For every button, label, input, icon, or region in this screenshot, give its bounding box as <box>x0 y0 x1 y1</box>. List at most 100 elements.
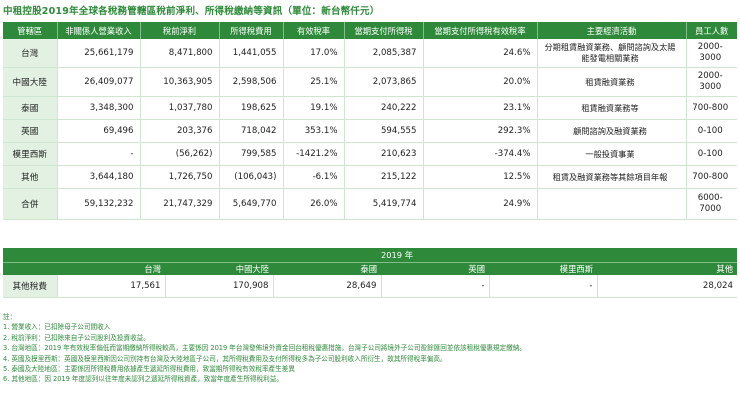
footnote-line: 6. 其他地區：因 2019 年度認列以往年度未認列之遞延所得稅資產，致當年度產… <box>3 375 283 384</box>
value-cell: 24.9% <box>423 188 538 220</box>
value-cell: 23.1% <box>423 96 538 120</box>
value-cell: 718,042 <box>219 119 284 143</box>
tax-column-header: 中國大陸 <box>165 262 273 275</box>
tax-row-label: 其他稅費 <box>3 275 58 298</box>
employee-cell: 700-800 <box>686 165 737 189</box>
column-header: 當期支付所得稅有效稅率 <box>423 22 538 39</box>
value-cell: 210,623 <box>344 142 424 166</box>
table-row: 泰國 3,348,300 1,037,780 198,625 19.1% 240,222 2… <box>3 96 737 120</box>
tax-value-cell: - <box>489 275 598 298</box>
tax-value-row: 其他稅費 17,561 170,908 28,649- -28,024 <box>3 275 737 298</box>
value-cell: 353.1% <box>283 119 345 143</box>
value-cell: 3,644,180 <box>57 165 141 189</box>
tax-column-header: 台灣 <box>57 262 165 275</box>
value-cell: 26.0% <box>283 188 345 220</box>
activity-cell <box>537 188 687 220</box>
column-header: 當期支付所得稅 <box>344 22 424 39</box>
column-header: 管轄區 <box>3 22 58 39</box>
column-header: 員工人數 <box>686 22 737 39</box>
other-tax-table: 2019 年 台灣 中國大陸 泰國 英國 模里西斯 其他 其他稅費 17,561 170,9… <box>3 248 737 298</box>
tax-value-cell: 28,024 <box>597 275 737 298</box>
tax-column-header: 模里西斯 <box>489 262 597 275</box>
value-cell: 198,625 <box>219 96 284 120</box>
value-cell: 2,598,506 <box>219 67 284 97</box>
value-cell: 12.5% <box>423 165 538 189</box>
value-cell: 20.0% <box>423 67 538 97</box>
tax-value-cell: 17,561 <box>57 275 166 298</box>
table-row: 合併 59,132,232 21,747,329 5,649,770 26.0% 5,41… <box>3 188 737 220</box>
tax-value-cell: - <box>381 275 490 298</box>
table-row: 英國 69,496 203,376 718,042 353.1% 594,555 292.3… <box>3 119 737 143</box>
value-cell: 203,376 <box>140 119 220 143</box>
footnote-line: 2. 稅前淨利：已扣除來自子公司股利及投資收益。 <box>3 333 150 342</box>
employee-cell: 0-100 <box>686 142 737 166</box>
jurisdiction-cell: 中國大陸 <box>3 67 58 97</box>
value-cell: - <box>57 142 141 166</box>
employee-cell: 6000-7000 <box>686 188 737 220</box>
value-cell: -1421.2% <box>283 142 345 166</box>
jurisdiction-cell: 其他 <box>3 165 58 189</box>
value-cell: (106,043) <box>219 165 284 189</box>
jurisdiction-cell: 合併 <box>3 188 58 220</box>
value-cell: 69,496 <box>57 119 141 143</box>
footnote-line: 3. 台灣地區：2019 年有效稅率偏低而當期繳納所得稅較高，主要係因 2019… <box>3 344 526 353</box>
value-cell: 240,222 <box>344 96 424 120</box>
value-cell: (56,262) <box>140 142 220 166</box>
value-cell: 25.1% <box>283 67 345 97</box>
value-cell: 799,585 <box>219 142 284 166</box>
employee-cell: 2000-3000 <box>686 67 737 97</box>
value-cell: 19.1% <box>283 96 345 120</box>
employee-cell: 2000-3000 <box>686 39 737 68</box>
value-cell: 17.0% <box>283 39 345 68</box>
value-cell: 25,661,179 <box>57 39 141 68</box>
tax-value-cell: 28,649 <box>273 275 382 298</box>
footnote-line: 5. 泰國及大陸地區：主要係因所得稅費用依據產生遞延所得稅費用，致當期所得稅有效… <box>3 365 295 374</box>
value-cell: 292.3% <box>423 119 538 143</box>
value-cell: 2,085,387 <box>344 39 424 68</box>
value-cell: -6.1% <box>283 165 345 189</box>
value-cell: 5,649,770 <box>219 188 284 220</box>
column-header: 主要經濟活動 <box>537 22 687 39</box>
table-row: 模里西斯 - (56,262) 799,585 -1421.2% 210,623 -374.… <box>3 142 737 166</box>
value-cell: 10,363,905 <box>140 67 220 97</box>
activity-cell: 租賃融資業務等 <box>537 96 687 120</box>
footnotes: 註： 1. 營業收入：已扣除母子公司間收入 2. 稅前淨利：已扣除來自子公司股利及投… <box>3 312 526 385</box>
tax-year-header: 2019 年 <box>57 248 737 263</box>
table-row: 其他 3,644,180 1,726,750 (106,043) -6.1% 215,12… <box>3 165 737 189</box>
table-header-row: 管轄區 非關係人營業收入 稅前淨利 所得稅費用 有效稅率 當期支付所得稅 當期支付所得稅有效… <box>3 22 737 39</box>
value-cell: 1,441,055 <box>219 39 284 68</box>
value-cell: 21,747,329 <box>140 188 220 220</box>
value-cell: 26,409,077 <box>57 67 141 97</box>
activity-cell: 分期租賃融資業務、顧問諮詢及太陽能發電相關業務 <box>537 39 687 68</box>
tax-column-header: 泰國 <box>273 262 381 275</box>
tax-header-row: 台灣 中國大陸 泰國 英國 模里西斯 其他 <box>3 262 737 275</box>
tax-jurisdiction-table: 管轄區 非關係人營業收入 稅前淨利 所得稅費用 有效稅率 當期支付所得稅 當期支付所得稅有效… <box>3 22 737 220</box>
tax-column-header: 其他 <box>597 262 737 275</box>
value-cell: -374.4% <box>423 142 538 166</box>
footnote-line: 1. 營業收入：已扣除母子公司間收入 <box>3 323 111 332</box>
activity-cell: 一般投資事業 <box>537 142 687 166</box>
tax-year-corner <box>3 248 57 263</box>
jurisdiction-cell: 台灣 <box>3 39 58 68</box>
employee-cell: 0-100 <box>686 119 737 143</box>
tax-value-cell: 170,908 <box>165 275 274 298</box>
value-cell: 215,122 <box>344 165 424 189</box>
value-cell: 1,037,780 <box>140 96 220 120</box>
value-cell: 5,419,774 <box>344 188 424 220</box>
tax-column-header: 英國 <box>381 262 489 275</box>
tax-header-corner <box>3 262 57 275</box>
jurisdiction-cell: 英國 <box>3 119 58 143</box>
page-title: 中租控股2019年全球各稅務管轄區稅前淨利、所得稅繳納等資訊（單位：新台幣仟元） <box>3 6 380 17</box>
activity-cell: 租賃融資業務 <box>537 67 687 97</box>
value-cell: 3,348,300 <box>57 96 141 120</box>
activity-cell: 顧問諮詢及融資業務 <box>537 119 687 143</box>
employee-cell: 700-800 <box>686 96 737 120</box>
footnote-line: 4. 英國及模里西斯：英國及模里西斯因公司別持有台灣及大陸地區子公司，其所得稅費… <box>3 354 447 363</box>
column-header: 有效稅率 <box>283 22 345 39</box>
table-row: 台灣 25,661,179 8,471,800 1,441,055 17.0% 2,085… <box>3 39 737 68</box>
value-cell: 594,555 <box>344 119 424 143</box>
column-header: 稅前淨利 <box>140 22 220 39</box>
jurisdiction-cell: 模里西斯 <box>3 142 58 166</box>
footnote-line: 註： <box>3 313 17 321</box>
value-cell: 59,132,232 <box>57 188 141 220</box>
